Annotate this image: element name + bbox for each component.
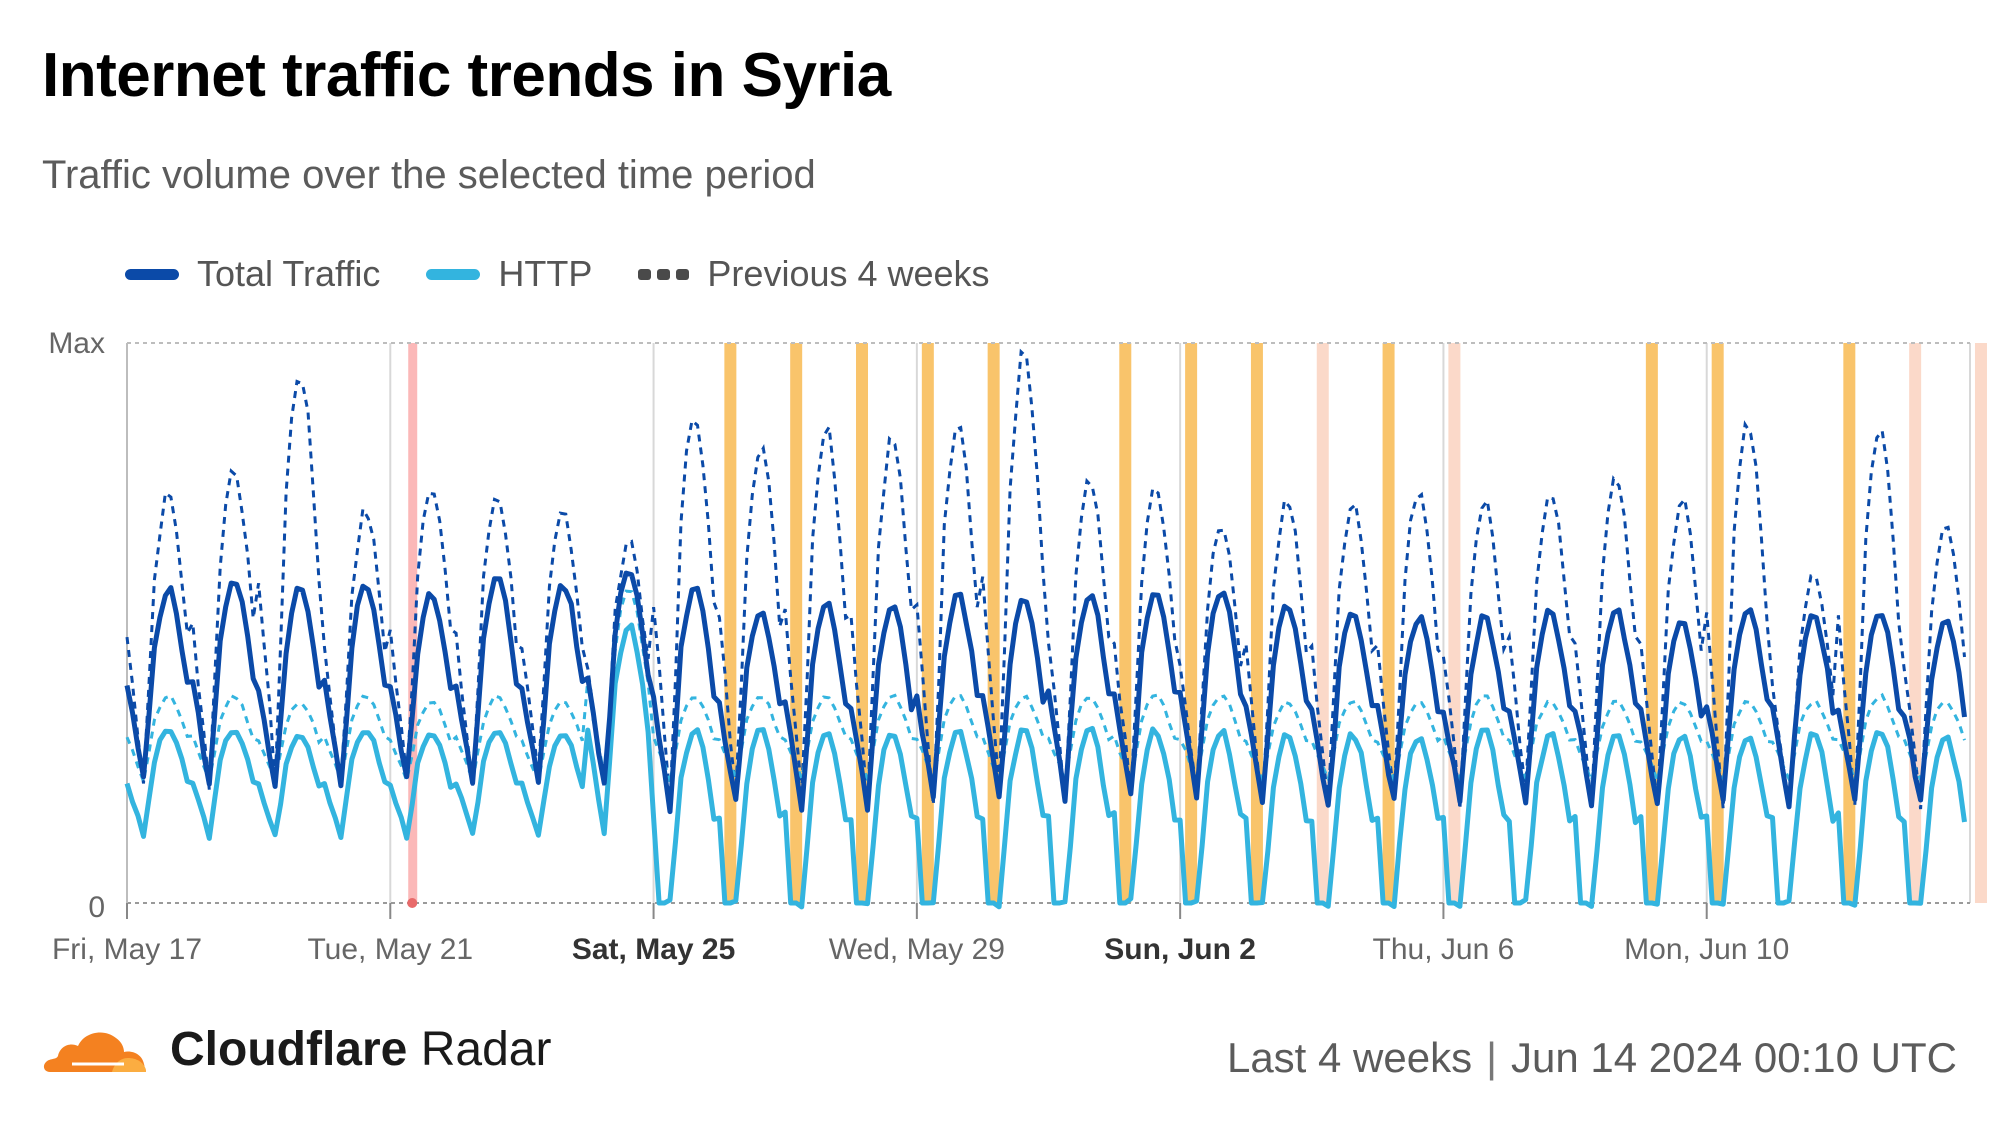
outage-band [724, 343, 737, 903]
legend-item-previous-4-weeks[interactable]: Previous 4 weeks [638, 253, 990, 295]
x-tick-label: Sun, Jun 2 [1104, 933, 1256, 966]
x-tick-label: Wed, May 29 [829, 933, 1005, 966]
time-range: Last 4 weeks [1226, 1034, 1473, 1081]
outage-band [1185, 343, 1198, 903]
anomaly-band [1909, 343, 1922, 903]
anomaly-band [1448, 343, 1461, 903]
footer-separator: | [1486, 1034, 1498, 1081]
x-tick-label: Mon, Jun 10 [1624, 933, 1789, 966]
outage-band [1711, 343, 1724, 903]
anomaly-band [1974, 343, 1987, 903]
outage-band [921, 343, 934, 903]
series-line-http [124, 622, 1967, 910]
timestamp: Jun 14 2024 00:10 UTC [1511, 1034, 1957, 1081]
outage-band [1645, 343, 1658, 903]
legend-item-total-traffic[interactable]: Total Traffic [125, 253, 380, 295]
brand-name: Cloudflare Radar [170, 1022, 551, 1077]
x-tick-label: Thu, Jun 6 [1373, 933, 1515, 966]
outage-band [1119, 343, 1132, 903]
cloudflare-cloud-icon [43, 1031, 146, 1072]
chart-title: Internet traffic trends in Syria [42, 41, 891, 110]
legend-item-http[interactable]: HTTP [426, 253, 592, 295]
y-tick-label: 0 [88, 891, 105, 924]
y-tick-label: Max [48, 327, 105, 360]
legend-swatch-previous-4-weeks [638, 268, 690, 280]
series-line-total-traffic [124, 570, 1967, 815]
cloudflare-logo: Cloudflare Radar [42, 1022, 551, 1077]
legend-swatch-total-traffic [125, 268, 179, 280]
event-marker [407, 898, 418, 908]
outage-band [987, 343, 1000, 903]
series-line-previous-4-weeks [125, 348, 1966, 810]
outage-band [1250, 343, 1263, 903]
event-band [408, 343, 418, 903]
outage-band [1843, 343, 1856, 903]
footer-meta: Last 4 weeks | Jun 14 2024 00:10 UTC [1227, 1034, 1957, 1082]
chart-legend: Total Traffic HTTP Previous 4 weeks [125, 252, 1036, 296]
brand-regular: Radar [420, 1023, 552, 1076]
x-tick-label: Tue, May 21 [307, 933, 473, 966]
traffic-chart: 0 Max Fri, May 17 Tue, May 21 Sat, May 25 Wed… [48, 327, 1987, 966]
brand-bold: Cloudflare [170, 1023, 408, 1076]
outage-band [856, 343, 869, 903]
legend-label-total-traffic: Total Traffic [197, 253, 381, 294]
legend-swatch-http [426, 268, 481, 280]
anomaly-band [1316, 343, 1329, 903]
outage-band [1382, 343, 1395, 903]
chart-subtitle: Traffic volume over the selected time pe… [42, 153, 816, 197]
x-tick-label: Fri, May 17 [52, 933, 202, 966]
x-tick-label: Sat, May 25 [572, 933, 735, 966]
legend-label-previous-4-weeks: Previous 4 weeks [707, 253, 990, 294]
legend-label-http: HTTP [498, 253, 593, 294]
outage-band [790, 343, 803, 903]
